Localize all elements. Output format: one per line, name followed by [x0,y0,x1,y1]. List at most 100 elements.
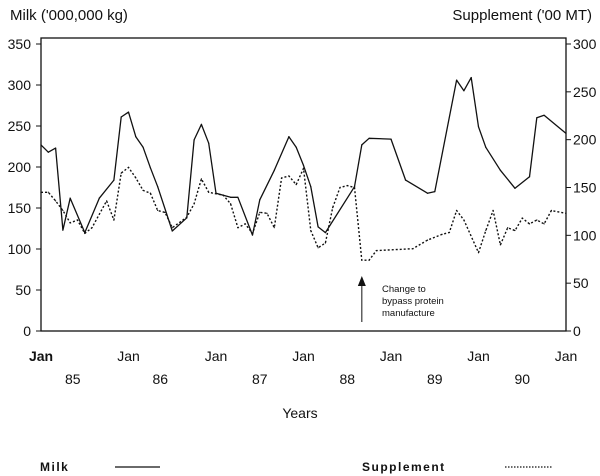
data-point-supplement [259,211,261,213]
data-point-milk [47,151,49,153]
data-point-milk [40,144,42,146]
data-point-supplement [281,177,283,179]
data-point-milk [113,179,115,181]
data-point-supplement [208,191,210,193]
data-point-milk [259,199,261,201]
data-point-milk [171,230,173,232]
data-point-supplement [310,229,312,232]
data-point-supplement [463,219,465,221]
left-tick-label: 250 [8,118,32,134]
data-point-supplement [456,209,458,212]
legend-supplement-label: Supplement [362,460,446,474]
left-tick-label: 200 [8,159,32,175]
data-point-milk [208,142,210,144]
x-tick-label: Jan [205,348,228,364]
left-tick-label: 0 [23,323,31,339]
data-point-supplement [244,223,246,225]
data-point-milk [273,169,275,171]
data-point-milk [536,117,538,119]
data-point-supplement [448,231,450,234]
data-point-supplement [295,184,297,186]
data-point-milk [237,196,239,198]
data-point-supplement [528,223,531,225]
data-point-supplement [76,219,79,221]
data-point-supplement [441,233,443,235]
data-point-milk [404,179,407,181]
data-point-supplement [127,166,130,169]
data-point-supplement [164,211,166,213]
arrow-head-icon [357,276,366,286]
data-point-milk [499,169,501,171]
annotation: Change to bypass protein manufacture [357,276,444,322]
data-point-supplement [237,227,239,229]
data-point-milk [135,136,137,138]
right-tick-label: 50 [573,275,589,291]
data-point-milk [528,176,531,178]
left-tick-label: 150 [8,200,32,216]
plot-frame [40,37,567,332]
data-point-supplement [40,191,42,193]
series-line-supplement [41,166,567,261]
data-point-milk [324,232,326,234]
data-point-milk [477,126,480,128]
right-tick-label: 300 [573,36,597,52]
data-point-supplement [251,232,254,235]
left-tick-label: 100 [8,241,32,257]
year-label: 88 [339,371,355,387]
left-tick-label: 350 [8,36,32,52]
x-tick-label: Jan [292,348,315,364]
x-tick-label: Jan [117,348,140,364]
data-point-milk [470,77,472,79]
data-point-milk [485,146,487,148]
data-point-milk [565,132,567,134]
data-point-milk [200,123,203,125]
year-label: 85 [65,371,81,387]
data-point-milk [288,136,290,138]
data-point-supplement [47,191,49,193]
year-label: 87 [252,371,268,387]
x-tick-label: Jan [555,348,578,364]
annotation-line-1: Change to [382,284,426,295]
data-point-supplement [550,209,553,212]
data-point-milk [193,139,195,141]
right-tick-label: 200 [573,132,597,148]
data-point-supplement [514,229,516,232]
right-tick-label: 100 [573,227,597,243]
data-point-supplement [536,219,538,221]
data-point-milk [434,191,436,193]
data-point-supplement [142,189,144,191]
right-tick-label: 0 [573,323,581,339]
data-point-supplement [229,203,232,205]
x-tick-label: Jan [467,348,490,364]
data-point-supplement [375,250,378,252]
data-point-supplement [302,167,305,169]
x-tick-label: Jan [380,348,403,364]
data-point-supplement [339,186,341,189]
data-point-supplement [492,209,494,212]
left-tick-label: 50 [15,282,31,298]
year-label: 89 [427,371,443,387]
data-point-milk [98,197,100,199]
left-tick-label: 300 [8,77,32,93]
left-axis-label: Milk ('000,000 kg) [10,7,128,24]
data-point-supplement [346,184,348,187]
data-point-supplement [62,209,64,212]
data-point-milk [54,147,57,149]
data-point-supplement [120,172,122,174]
data-point-milk [302,164,305,166]
data-point-milk [149,167,151,169]
right-tick-label: 150 [573,180,597,196]
data-point-supplement [543,223,545,225]
x-tick-label: Jan [29,348,53,364]
data-point-milk [317,226,319,228]
data-point-supplement [69,222,71,224]
data-point-milk [514,187,516,189]
data-point-supplement [361,259,363,261]
data-point-supplement [507,227,509,229]
data-point-supplement [273,227,275,229]
data-point-supplement [353,186,356,189]
data-point-supplement [412,248,414,250]
right-tick-label: 250 [573,84,597,100]
annotation-line-3: manufacture [382,308,435,319]
